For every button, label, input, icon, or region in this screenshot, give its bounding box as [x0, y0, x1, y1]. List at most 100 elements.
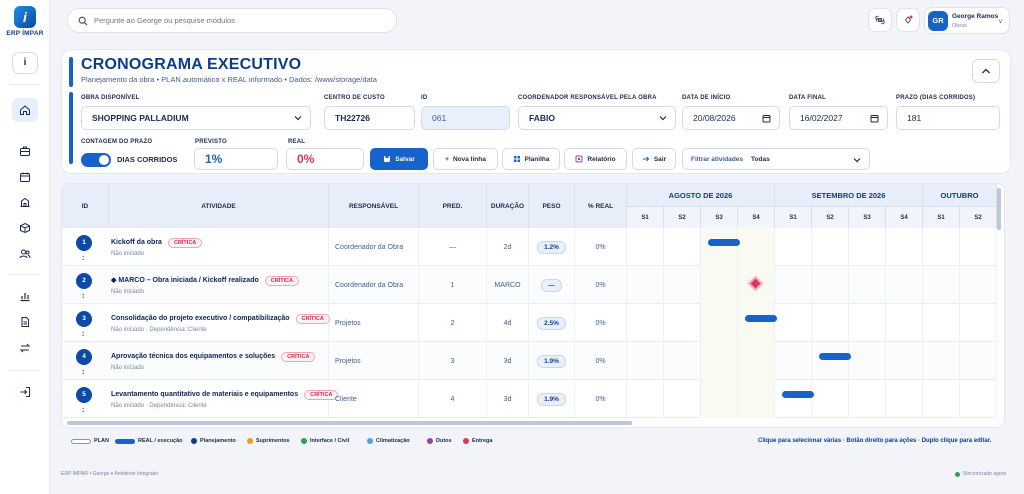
timeline-cell[interactable] [849, 380, 886, 418]
save-button[interactable]: Salvar [370, 148, 428, 170]
exit-button[interactable]: Sair [632, 148, 676, 170]
previsto-field[interactable]: 1% [194, 148, 278, 170]
timeline-cell[interactable] [923, 228, 960, 266]
table-row[interactable]: 3 ↕ Consolidação do projeto executivo / co… [62, 304, 997, 342]
cell-peso[interactable]: 1.2% [529, 228, 575, 266]
timeline-cell[interactable] [664, 342, 701, 380]
drag-handle-icon[interactable]: ↕ [81, 291, 85, 300]
search-input[interactable] [94, 16, 374, 25]
timeline-cell[interactable] [886, 266, 923, 304]
timeline-cell[interactable] [738, 304, 775, 342]
coord-select[interactable]: FABIO [518, 106, 676, 130]
timeline-cell[interactable] [886, 304, 923, 342]
cell-dur[interactable]: 3d [487, 380, 529, 418]
sidebar-item-documents[interactable] [12, 310, 38, 334]
timeline-cell[interactable] [812, 380, 849, 418]
drag-handle-icon[interactable]: ↕ [81, 405, 85, 414]
inicio-input[interactable]: 20/08/2026 [682, 106, 780, 130]
cell-real[interactable]: 0% [575, 228, 627, 266]
timeline-cell[interactable] [664, 266, 701, 304]
gantt-bar[interactable] [745, 315, 777, 322]
drag-handle-icon[interactable]: ↕ [81, 253, 85, 262]
gantt-bar[interactable] [782, 391, 814, 398]
centro-input[interactable]: TH22726 [324, 106, 415, 130]
cell-real[interactable]: 0% [575, 304, 627, 342]
timeline-cell[interactable] [923, 266, 960, 304]
timeline-cell[interactable] [664, 228, 701, 266]
timeline-cell[interactable] [775, 228, 812, 266]
obra-select[interactable]: SHOPPING PALLADIUM [81, 106, 311, 130]
cell-real[interactable]: 0% [575, 380, 627, 418]
timeline-cell[interactable] [886, 380, 923, 418]
timeline-cell[interactable] [960, 342, 997, 380]
filter-select[interactable]: Filtrar atividades Todas [682, 148, 870, 170]
sidebar-item-home[interactable] [12, 98, 38, 122]
table-row[interactable]: 1 ↕ Kickoff da obra CRÍTICA Não iniciado Coor… [62, 228, 997, 266]
info-button[interactable]: i [12, 52, 38, 74]
gantt-bar[interactable] [708, 239, 740, 246]
cell-peso[interactable]: 1.9% [529, 342, 575, 380]
timeline-cell[interactable] [775, 266, 812, 304]
cell-peso[interactable]: 2.5% [529, 304, 575, 342]
timeline-cell[interactable] [664, 380, 701, 418]
timeline-cell[interactable] [627, 304, 664, 342]
timeline-cell[interactable] [812, 342, 849, 380]
cell-dur[interactable]: MARCO [487, 266, 529, 304]
contagem-toggle[interactable] [81, 153, 111, 167]
activity-name[interactable]: ◆ MARCO – Obra iniciada / Kickoff realiz… [111, 276, 300, 286]
activity-name[interactable]: Kickoff da obra CRÍTICA [111, 238, 203, 248]
prazo-input[interactable]: 181 [896, 106, 1000, 130]
sidebar-item-reports[interactable] [12, 284, 38, 308]
timeline-cell[interactable] [775, 380, 812, 418]
timeline-cell[interactable] [627, 380, 664, 418]
timeline-cell[interactable] [627, 266, 664, 304]
sidebar-item-box[interactable] [12, 216, 38, 240]
timeline-cell[interactable] [960, 304, 997, 342]
table-row[interactable]: 2 ↕ ◆ MARCO – Obra iniciada / Kickoff real… [62, 266, 997, 304]
user-menu[interactable]: GR George Ramos Obras v [924, 7, 1010, 34]
timeline-cell[interactable] [886, 228, 923, 266]
timeline-cell[interactable] [960, 228, 997, 266]
timeline-cell[interactable] [849, 342, 886, 380]
table-row[interactable]: 5 ↕ Levantamento quantitativo de materiais… [62, 380, 997, 418]
cell-dur[interactable]: 3d [487, 342, 529, 380]
report-button[interactable]: Relatório [564, 148, 627, 170]
notifications-button[interactable] [896, 8, 920, 32]
timeline-cell[interactable] [923, 304, 960, 342]
timeline-cell[interactable] [849, 228, 886, 266]
timeline-cell[interactable] [849, 304, 886, 342]
cell-resp[interactable]: Projetos [329, 304, 419, 342]
drag-handle-icon[interactable]: ↕ [81, 329, 85, 338]
timeline-cell[interactable] [738, 380, 775, 418]
timeline-cell[interactable] [960, 380, 997, 418]
timeline-cell[interactable] [923, 380, 960, 418]
activity-name[interactable]: Levantamento quantitativo de materiais e… [111, 390, 339, 400]
collapse-button[interactable] [972, 59, 1000, 83]
sidebar-item-building[interactable] [12, 190, 38, 214]
timeline-cell[interactable] [664, 304, 701, 342]
timeline-cell[interactable] [849, 266, 886, 304]
command-button[interactable] [868, 8, 892, 32]
cell-pred[interactable]: 2 [419, 304, 487, 342]
spreadsheet-button[interactable]: Planilha [502, 148, 560, 170]
timeline-cell[interactable] [812, 228, 849, 266]
timeline-cell[interactable] [923, 342, 960, 380]
timeline-cell[interactable] [738, 266, 775, 304]
cell-pred[interactable]: 1 [419, 266, 487, 304]
sidebar-item-logout[interactable] [12, 380, 38, 404]
sidebar-item-briefcase[interactable] [12, 139, 38, 163]
cell-resp[interactable]: Projetos [329, 342, 419, 380]
timeline-cell[interactable] [701, 342, 738, 380]
vertical-scrollbar[interactable] [997, 188, 1001, 230]
table-row[interactable]: 4 ↕ Aprovação técnica dos equipamentos e s… [62, 342, 997, 380]
final-input[interactable]: 16/02/2027 [789, 106, 888, 130]
cell-dur[interactable]: 2d [487, 228, 529, 266]
cell-resp[interactable]: Coordenador da Obra [329, 228, 419, 266]
cell-real[interactable]: 0% [575, 266, 627, 304]
timeline-cell[interactable] [701, 380, 738, 418]
sidebar-item-users[interactable] [12, 242, 38, 266]
timeline-cell[interactable] [701, 304, 738, 342]
timeline-cell[interactable] [627, 342, 664, 380]
cell-pred[interactable]: — [419, 228, 487, 266]
new-line-button[interactable]: + Nova linha [433, 148, 498, 170]
